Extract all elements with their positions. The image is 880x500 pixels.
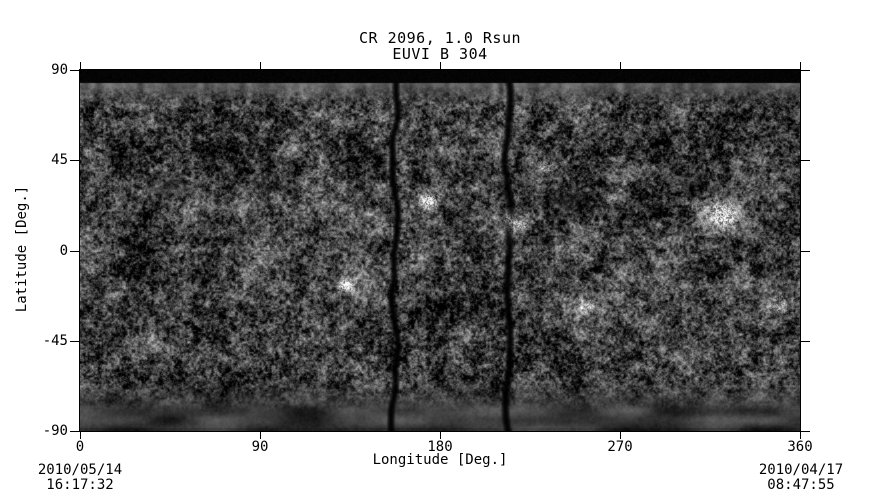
y-tick-label: 0 xyxy=(59,242,68,259)
y-axis-tick-right xyxy=(801,70,810,71)
map-start-date: 2010/04/17 xyxy=(758,462,844,478)
x-axis-label: Longitude [Deg.] xyxy=(372,452,508,468)
y-axis-tick-left xyxy=(70,70,79,71)
y-axis-tick-left xyxy=(70,250,79,252)
x-axis-tick-top xyxy=(260,62,261,69)
x-axis-tick-bottom xyxy=(440,432,441,439)
y-axis-tick-right xyxy=(801,160,810,162)
map-end-date: 2010/05/14 xyxy=(37,462,123,478)
y-tick-label: -45 xyxy=(42,332,68,349)
x-tick-label: 90 xyxy=(251,439,269,455)
map-start-time: 08:47:55 xyxy=(767,477,835,493)
x-axis-tick-top xyxy=(800,62,801,69)
x-tick-label: 360 xyxy=(787,439,813,455)
x-axis-tick-bottom xyxy=(260,432,261,439)
y-axis-tick-left xyxy=(70,340,79,342)
y-tick-label: 45 xyxy=(51,152,68,169)
y-tick-label: -90 xyxy=(42,423,68,439)
y-axis-tick-right xyxy=(801,250,810,252)
x-axis-tick-bottom xyxy=(620,432,621,439)
plot-frame xyxy=(79,69,801,432)
x-axis-tick-top xyxy=(440,62,441,69)
y-axis-tick-left xyxy=(70,160,79,162)
y-axis-tick-right xyxy=(801,340,810,342)
y-axis-tick-right xyxy=(801,431,810,432)
solar-synoptic-map-image xyxy=(80,70,800,431)
map-end-timestamp: 2010/05/14 16:17:32 xyxy=(30,463,130,493)
map-end-time: 16:17:32 xyxy=(46,477,114,493)
x-tick-label: 0 xyxy=(75,439,85,455)
x-axis-tick-top xyxy=(620,62,621,69)
map-start-timestamp: 2010/04/17 08:47:55 xyxy=(751,463,851,493)
chart-title: CR 2096, 1.0 Rsun xyxy=(358,29,522,47)
x-axis-tick-top xyxy=(80,62,81,69)
chart-subtitle: EUVI B 304 xyxy=(392,45,488,63)
x-tick-label: 180 xyxy=(427,439,453,455)
y-tick-label: 90 xyxy=(51,62,68,78)
x-axis-tick-bottom xyxy=(80,432,81,439)
x-axis-tick-bottom xyxy=(800,432,801,439)
y-axis-label: Latitude [Deg.] xyxy=(14,185,30,313)
x-tick-label: 270 xyxy=(607,439,633,455)
y-axis-tick-left xyxy=(70,431,79,432)
